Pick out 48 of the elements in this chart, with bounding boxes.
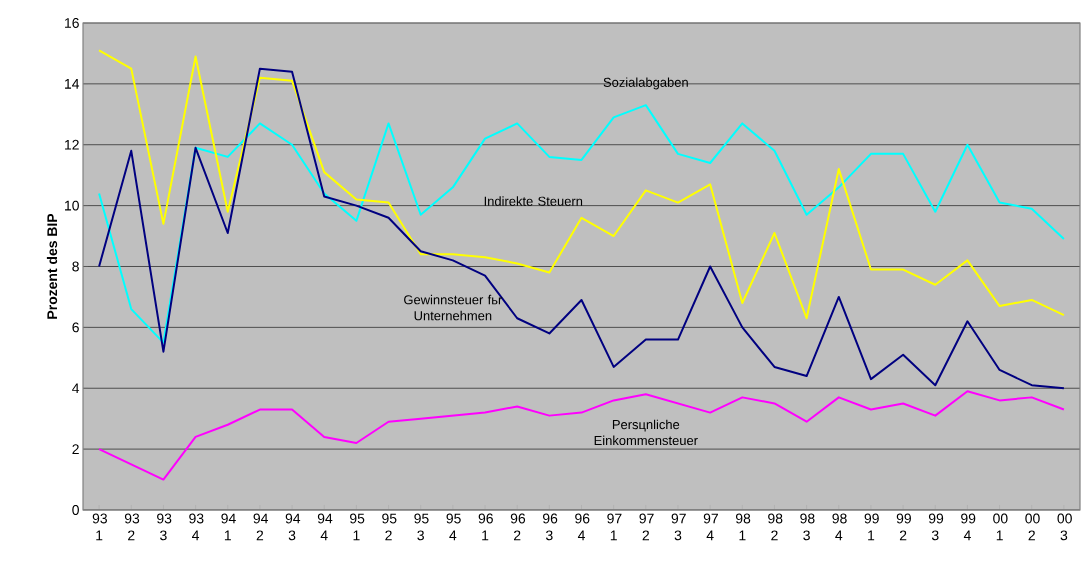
line-series [98, 49, 1065, 320]
x-tick-label: 97 1 [607, 513, 622, 541]
x-tick-label: 96 3 [543, 513, 558, 541]
x-tick-label: 99 3 [928, 513, 944, 541]
line-series [98, 104, 1065, 344]
y-tick-label: 2 [72, 444, 79, 454]
y-tick-label: 14 [65, 79, 80, 89]
x-tick-label: 95 4 [446, 513, 461, 541]
x-tick-label: 94 1 [221, 513, 236, 541]
y-tick-label: 0 [72, 505, 79, 515]
x-tick-label: 93 2 [124, 513, 140, 541]
x-tick-label: 97 3 [671, 513, 686, 541]
line-series [98, 67, 1065, 390]
x-tick-label: 94 2 [253, 513, 268, 541]
x-tick-label: 00 2 [1025, 513, 1040, 541]
x-tick-label: 99 2 [896, 513, 911, 541]
x-tick-label: 97 2 [639, 513, 654, 541]
y-axis-title: Prozent des BIP [46, 213, 58, 319]
x-tick-label: 00 3 [1057, 513, 1072, 541]
y-tick-label: 6 [72, 322, 79, 333]
x-tick-label: 96 4 [575, 513, 590, 541]
x-tick-label: 96 1 [478, 513, 493, 541]
x-tick-label: 00 1 [993, 513, 1008, 541]
y-tick-label: 8 [72, 261, 79, 272]
series-label: Indirekte Steuern [484, 196, 583, 206]
series-label: Sozialabgaben [603, 77, 688, 90]
y-tick-label: 10 [65, 200, 79, 211]
series-label: Persцnliche Einkommensteuer [594, 419, 698, 446]
x-tick-label: 98 1 [735, 513, 751, 541]
x-tick-label: 95 1 [350, 513, 365, 541]
x-tick-label: 93 1 [92, 513, 107, 541]
series-label: Gewinnsteuer fьr Unternehmen [404, 294, 503, 321]
x-tick-label: 98 4 [832, 513, 847, 541]
x-tick-label: 93 4 [189, 513, 204, 541]
x-tick-label: 94 3 [285, 513, 301, 541]
x-tick-label: 95 3 [414, 513, 429, 541]
y-tick-label: 4 [72, 383, 80, 394]
x-tick-label: 97 4 [703, 513, 718, 541]
y-tick-label: 12 [65, 139, 79, 150]
x-tick-label: 99 1 [864, 513, 879, 541]
x-tick-label: 99 4 [961, 513, 976, 541]
x-tick-label: 98 2 [768, 513, 783, 541]
x-tick-label: 94 4 [317, 513, 333, 541]
x-tick-label: 96 2 [510, 513, 526, 541]
x-tick-label: 98 3 [800, 513, 815, 541]
x-tick-label: 95 2 [382, 513, 397, 541]
x-tick-label: 93 3 [157, 513, 172, 541]
y-tick-label: 16 [65, 18, 79, 28]
